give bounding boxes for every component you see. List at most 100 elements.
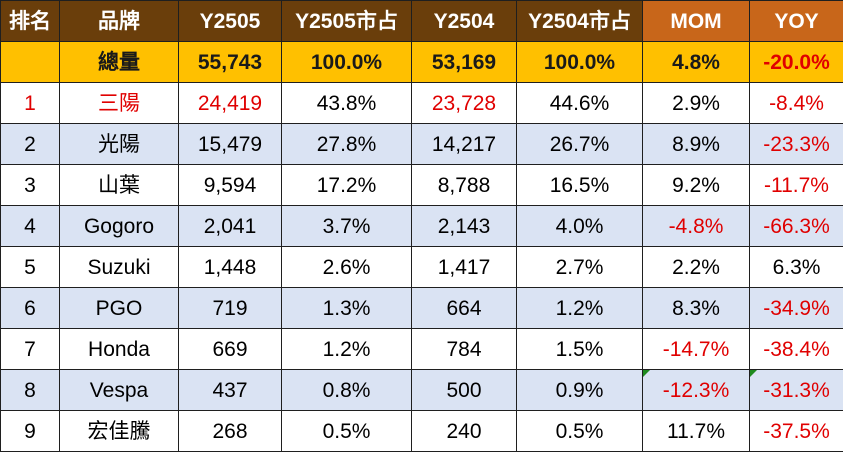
yoy-cell: 6.3%	[749, 246, 843, 288]
y2505-cell: 15,479	[178, 123, 282, 165]
y2505-cell: 9,594	[178, 164, 282, 206]
table-row: 3 山葉 9,594 17.2% 8,788 16.5% 9.2% -11.7%	[0, 164, 843, 206]
y2505-cell: 268	[178, 410, 282, 452]
share-2504-cell: 2.7%	[516, 246, 643, 288]
total-mom-cell: 4.8%	[642, 41, 750, 83]
total-share-2504-cell: 100.0%	[516, 41, 643, 83]
rank-cell: 7	[0, 328, 60, 370]
yoy-cell: -11.7%	[749, 164, 843, 206]
table-row: 4 Gogoro 2,041 3.7% 2,143 4.0% -4.8% -66.3%	[0, 205, 843, 247]
total-share-2505-cell: 100.0%	[281, 41, 412, 83]
share-2505-cell: 3.7%	[281, 205, 412, 247]
y2504-cell: 23,728	[411, 82, 517, 124]
y2504-cell: 500	[411, 369, 517, 411]
mom-cell: 2.2%	[642, 246, 750, 288]
rank-cell: 2	[0, 123, 60, 165]
header-yoy: YOY	[749, 0, 843, 42]
mom-cell: 8.3%	[642, 287, 750, 329]
y2505-cell: 669	[178, 328, 282, 370]
header-row: 排名 品牌 Y2505 Y2505市占 Y2504 Y2504市占 MOM YO…	[0, 0, 843, 42]
header-y2505: Y2505	[178, 0, 282, 42]
y2504-cell: 784	[411, 328, 517, 370]
share-2504-cell: 0.9%	[516, 369, 643, 411]
rank-cell: 3	[0, 164, 60, 206]
y2505-cell: 1,448	[178, 246, 282, 288]
share-2505-cell: 17.2%	[281, 164, 412, 206]
share-2504-cell: 1.2%	[516, 287, 643, 329]
rank-cell: 5	[0, 246, 60, 288]
rank-cell: 8	[0, 369, 60, 411]
share-2505-cell: 27.8%	[281, 123, 412, 165]
y2504-cell: 8,788	[411, 164, 517, 206]
y2505-cell: 2,041	[178, 205, 282, 247]
rank-cell: 9	[0, 410, 60, 452]
header-brand: 品牌	[59, 0, 179, 42]
table-row: 2 光陽 15,479 27.8% 14,217 26.7% 8.9% -23.3%	[0, 123, 843, 165]
y2504-cell: 1,417	[411, 246, 517, 288]
brand-cell: 宏佳騰	[59, 410, 179, 452]
rank-cell: 6	[0, 287, 60, 329]
mom-cell: -12.3%	[642, 369, 750, 411]
share-2505-cell: 0.8%	[281, 369, 412, 411]
total-yoy-cell: -20.0%	[749, 41, 843, 83]
rank-cell: 4	[0, 205, 60, 247]
header-rank: 排名	[0, 0, 60, 42]
rank-cell: 1	[0, 82, 60, 124]
table-row: 8 Vespa 437 0.8% 500 0.9% -12.3% -31.3%	[0, 369, 843, 411]
table-row: 5 Suzuki 1,448 2.6% 1,417 2.7% 2.2% 6.3%	[0, 246, 843, 288]
mom-cell: 9.2%	[642, 164, 750, 206]
table-row: 7 Honda 669 1.2% 784 1.5% -14.7% -38.4%	[0, 328, 843, 370]
mom-cell: -4.8%	[642, 205, 750, 247]
yoy-cell: -37.5%	[749, 410, 843, 452]
share-2505-cell: 2.6%	[281, 246, 412, 288]
share-2504-cell: 4.0%	[516, 205, 643, 247]
header-share-2504: Y2504市占	[516, 0, 643, 42]
yoy-cell: -38.4%	[749, 328, 843, 370]
brand-cell: Gogoro	[59, 205, 179, 247]
total-rank-cell	[0, 41, 60, 83]
total-y2505-cell: 55,743	[178, 41, 282, 83]
yoy-cell: -8.4%	[749, 82, 843, 124]
share-2505-cell: 1.3%	[281, 287, 412, 329]
y2504-cell: 14,217	[411, 123, 517, 165]
brand-cell: 山葉	[59, 164, 179, 206]
mom-cell: -14.7%	[642, 328, 750, 370]
share-2505-cell: 43.8%	[281, 82, 412, 124]
share-2505-cell: 1.2%	[281, 328, 412, 370]
mom-cell: 2.9%	[642, 82, 750, 124]
yoy-cell: -31.3%	[749, 369, 843, 411]
table-row: 9 宏佳騰 268 0.5% 240 0.5% 11.7% -37.5%	[0, 410, 843, 452]
yoy-cell: -66.3%	[749, 205, 843, 247]
y2504-cell: 2,143	[411, 205, 517, 247]
header-y2504: Y2504	[411, 0, 517, 42]
share-2505-cell: 0.5%	[281, 410, 412, 452]
total-row: 總量 55,743 100.0% 53,169 100.0% 4.8% -20.…	[0, 41, 843, 83]
mom-cell: 11.7%	[642, 410, 750, 452]
header-mom: MOM	[642, 0, 750, 42]
y2504-cell: 664	[411, 287, 517, 329]
share-2504-cell: 16.5%	[516, 164, 643, 206]
total-brand-cell: 總量	[59, 41, 179, 83]
share-2504-cell: 0.5%	[516, 410, 643, 452]
share-2504-cell: 1.5%	[516, 328, 643, 370]
yoy-cell: -34.9%	[749, 287, 843, 329]
y2505-cell: 24,419	[178, 82, 282, 124]
y2505-cell: 437	[178, 369, 282, 411]
brand-cell: PGO	[59, 287, 179, 329]
table-row: 1 三陽 24,419 43.8% 23,728 44.6% 2.9% -8.4%	[0, 82, 843, 124]
brand-cell: Suzuki	[59, 246, 179, 288]
yoy-cell: -23.3%	[749, 123, 843, 165]
table-row: 6 PGO 719 1.3% 664 1.2% 8.3% -34.9%	[0, 287, 843, 329]
mom-cell: 8.9%	[642, 123, 750, 165]
share-2504-cell: 26.7%	[516, 123, 643, 165]
y2504-cell: 240	[411, 410, 517, 452]
brand-cell: 三陽	[59, 82, 179, 124]
brand-cell: Vespa	[59, 369, 179, 411]
share-2504-cell: 44.6%	[516, 82, 643, 124]
total-y2504-cell: 53,169	[411, 41, 517, 83]
brand-cell: 光陽	[59, 123, 179, 165]
header-share-2505: Y2505市占	[281, 0, 412, 42]
brand-cell: Honda	[59, 328, 179, 370]
y2505-cell: 719	[178, 287, 282, 329]
